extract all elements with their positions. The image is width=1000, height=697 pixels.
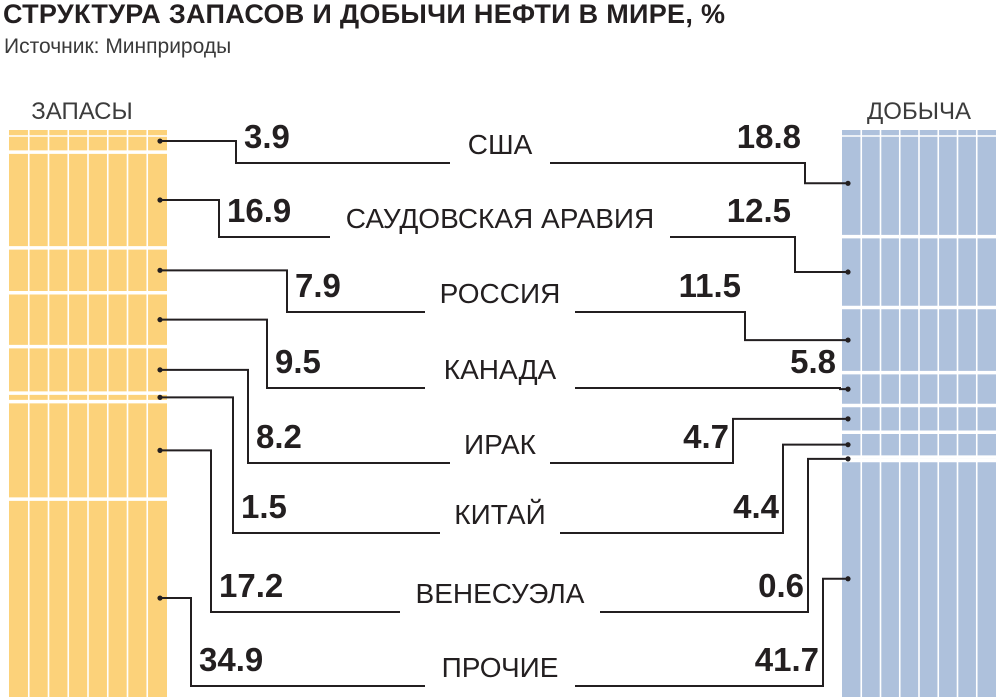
production-value-cat-4: 5.8 [790,343,836,380]
reserves-connector-cat-4 [160,318,425,389]
production-connector-cat-6 [560,443,848,534]
production-connector-cat-2 [670,236,848,274]
reserves-value-cat-6: 1.5 [241,488,287,525]
reserves-series-label: ЗАПАСЫ [31,98,133,125]
category-label-cat-6: КИТАЙ [454,499,545,530]
reserves-connector-cat-2 [160,199,330,238]
production-connector-cat-3 [575,311,848,342]
production-connector-cat-4 [575,387,848,391]
reserves-value-cat-5: 8.2 [256,418,302,455]
reserves-value-cat-1: 3.9 [244,118,290,155]
category-label-cat-8: ПРОЧИЕ [442,652,559,683]
production-connector-cat-7 [600,457,848,613]
production-value-cat-1: 18.8 [737,118,801,155]
reserves-connector-cat-3 [160,269,425,313]
production-value-cat-8: 41.7 [755,641,819,678]
reserves-connector-cat-8 [160,597,425,687]
production-connector-cat-8 [575,577,848,687]
category-label-cat-1: США [468,129,533,160]
reserves-value-cat-8: 34.9 [199,641,263,678]
category-label-cat-2: САУДОВСКАЯ АРАВИЯ [346,203,654,234]
reserves-connector-cat-7 [160,449,400,613]
production-value-cat-7: 0.6 [758,567,804,604]
connector-lines [157,138,851,687]
chart-title: СТРУКТУРА ЗАПАСОВ И ДОБЫЧИ НЕФТИ В МИРЕ,… [3,0,726,29]
production-stacked-bar [842,130,996,697]
reserves-stacked-bar [9,130,167,697]
production-value-cat-5: 4.7 [683,418,729,455]
production-value-cat-2: 12.5 [727,192,791,229]
production-series-label: ДОБЫЧА [867,98,971,125]
reserves-value-cat-2: 16.9 [227,192,291,229]
category-label-cat-5: ИРАК [464,429,537,460]
chart-source: Источник: Минприроды [4,35,232,58]
category-label-cat-3: РОССИЯ [440,278,561,309]
reserves-connector-cat-5 [160,368,450,464]
production-connector-cat-5 [550,417,848,464]
category-label-cat-4: КАНАДА [444,354,557,385]
production-value-cat-3: 11.5 [679,267,741,304]
reserves-value-cat-4: 9.5 [275,343,321,380]
category-label-cat-7: ВЕНЕСУЭЛА [416,578,585,609]
production-value-cat-6: 4.4 [733,488,780,525]
reserves-value-cat-7: 17.2 [219,567,283,604]
production-connector-cat-1 [550,162,848,185]
reserves-connector-cat-1 [160,140,450,164]
reserves-value-cat-3: 7.9 [295,267,341,304]
category-labels: США 3.9 18.8 САУДОВСКАЯ АРАВИЯ 16.9 12.5 РОССИ… [199,118,836,683]
reserves-connector-cat-6 [160,396,440,534]
